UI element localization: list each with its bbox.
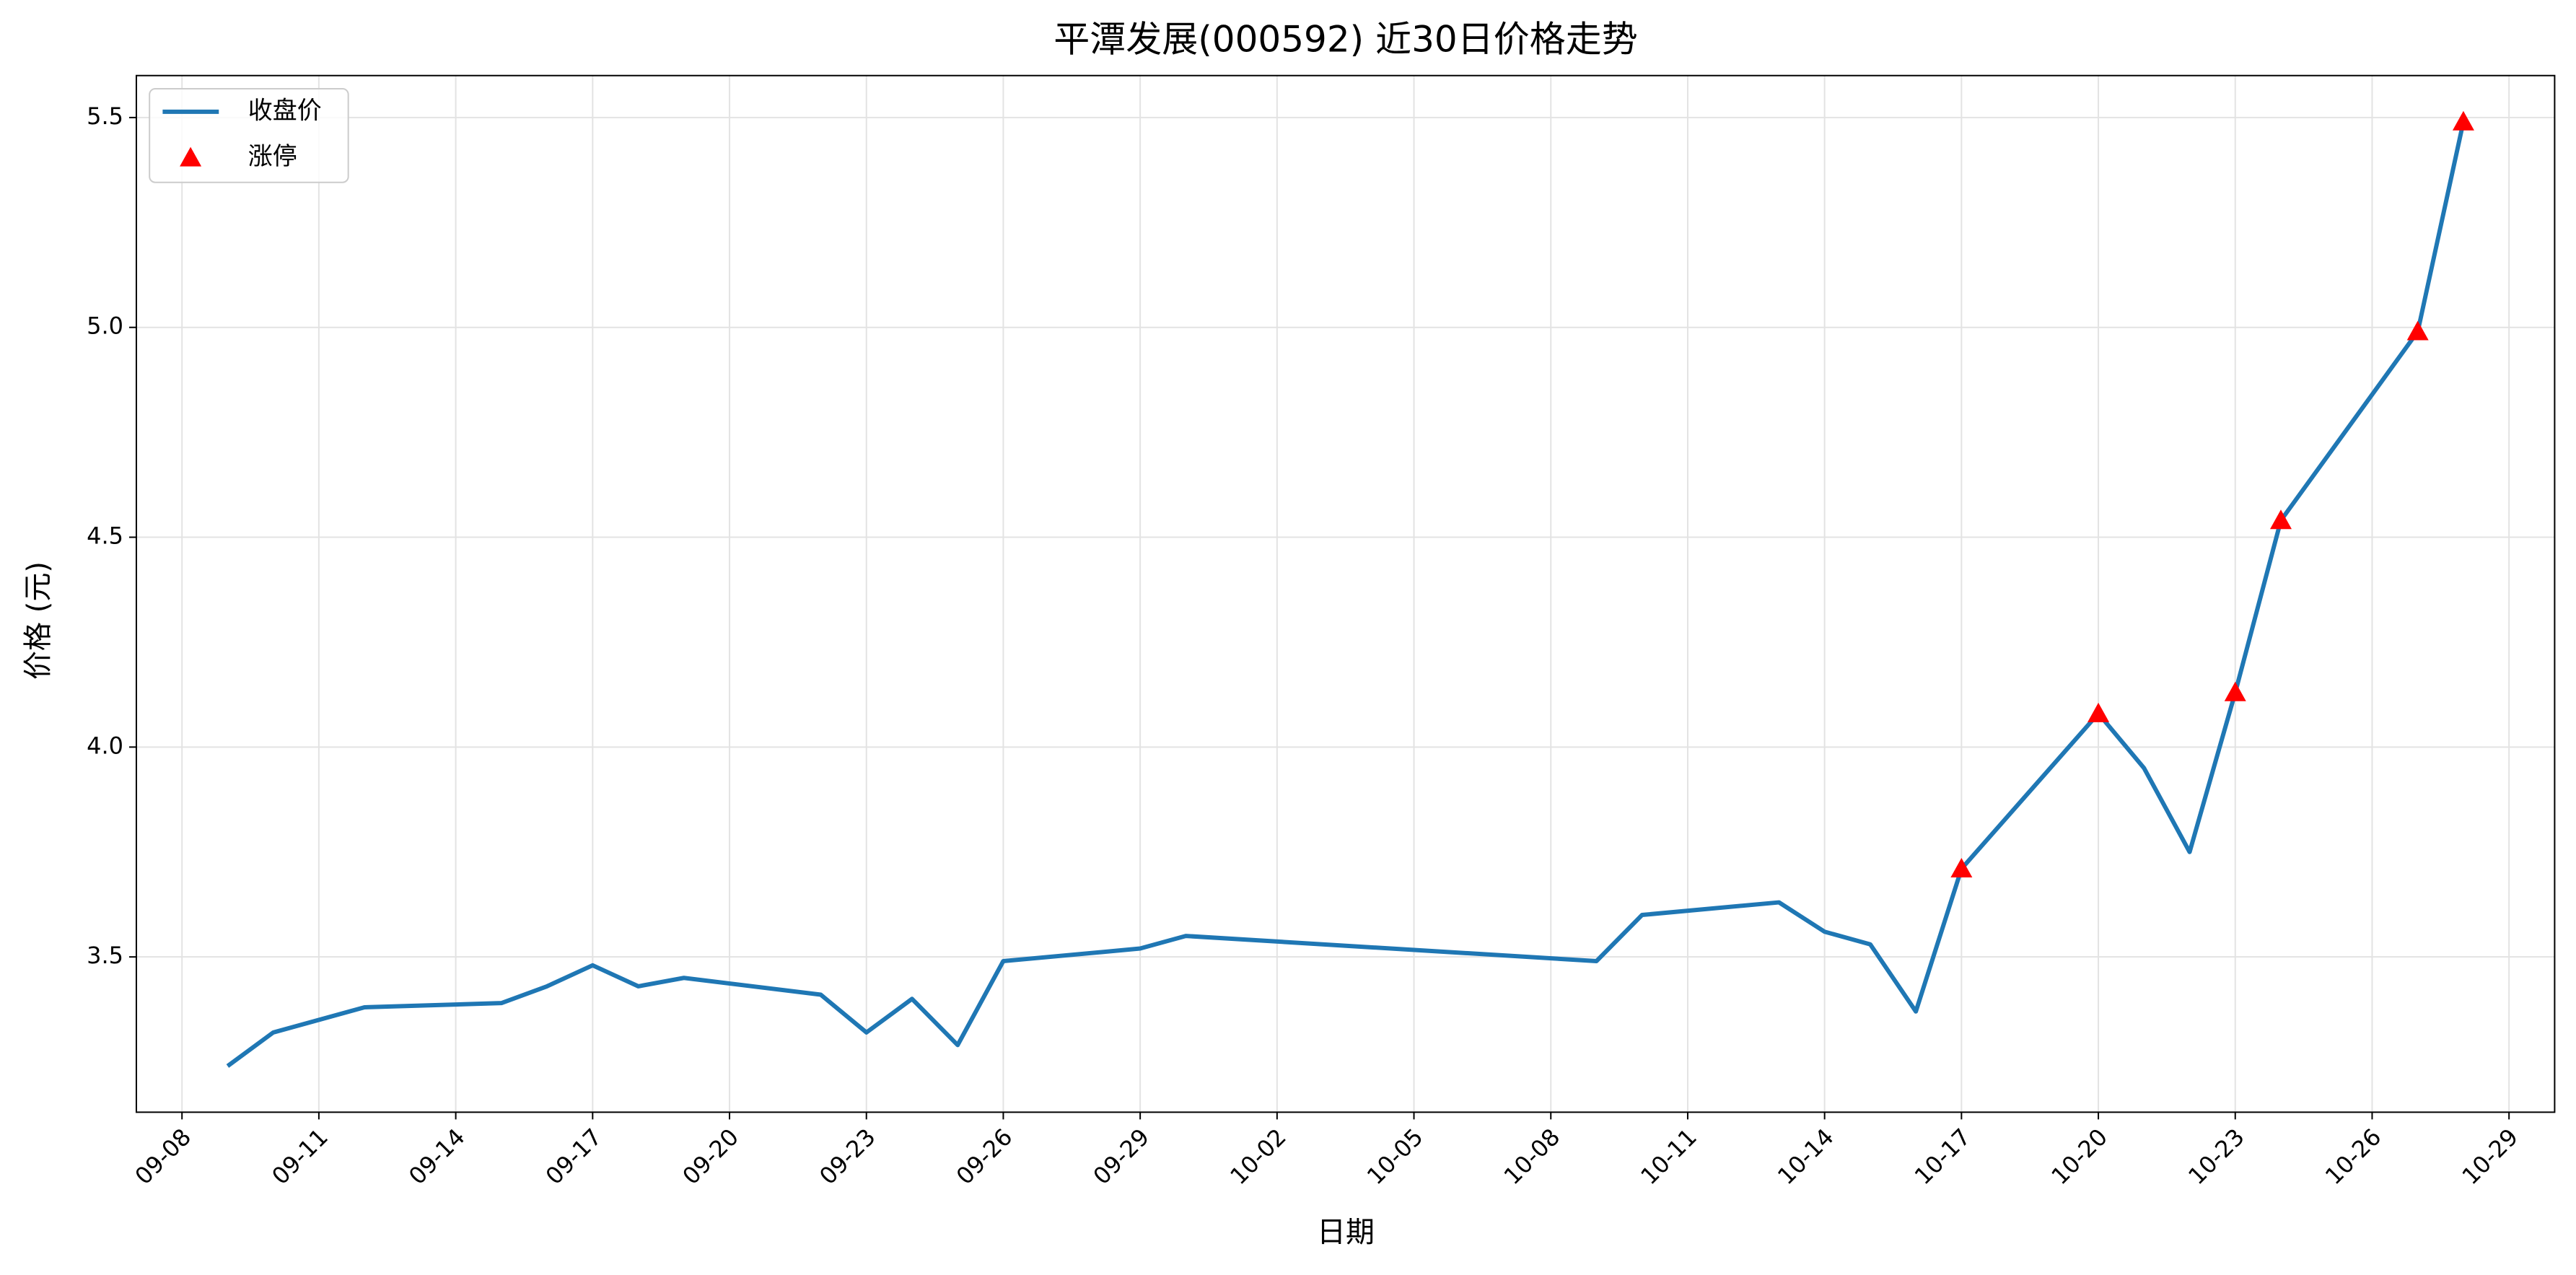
x-axis-label: 日期 bbox=[1317, 1216, 1375, 1249]
limit-up-marker bbox=[2452, 110, 2474, 131]
y-tick-label: 4.5 bbox=[87, 522, 123, 550]
chart-title: 平潭发展(000592) 近30日价格走势 bbox=[1053, 19, 1637, 61]
legend-label: 涨停 bbox=[248, 142, 297, 171]
y-tick-label: 5.5 bbox=[87, 102, 123, 130]
y-tick-label: 4.0 bbox=[87, 732, 123, 759]
y-tick-label: 3.5 bbox=[87, 942, 123, 969]
price-line bbox=[226, 121, 2466, 1068]
plot-frame bbox=[135, 74, 2556, 1113]
limit-up-marker bbox=[2269, 509, 2292, 530]
legend-swatch bbox=[180, 146, 202, 167]
y-axis-label: 价格 (元) bbox=[22, 561, 55, 680]
limit-up-marker bbox=[1950, 858, 1973, 878]
legend-label: 收盘价 bbox=[248, 96, 322, 125]
limit-up-marker bbox=[2087, 702, 2110, 722]
limit-up-marker bbox=[2224, 681, 2246, 701]
limit-up-marker bbox=[2406, 320, 2429, 341]
y-tick-label: 5.0 bbox=[87, 312, 123, 340]
